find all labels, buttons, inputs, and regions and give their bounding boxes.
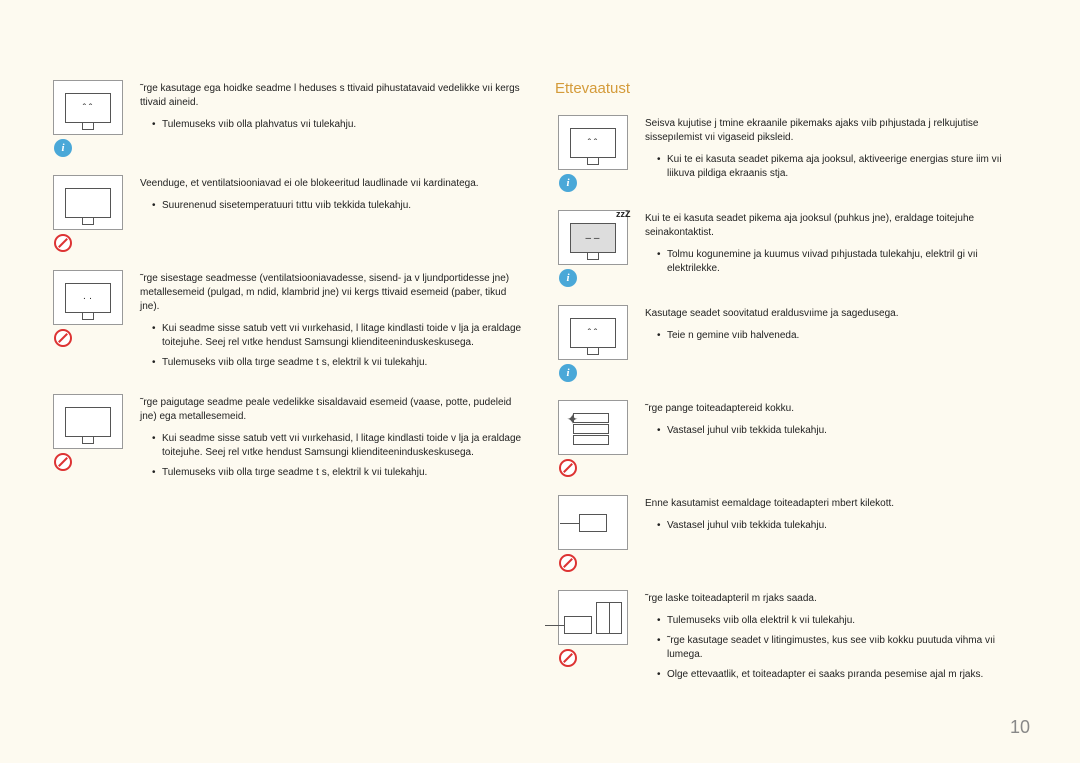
bullet-list: Tulemuseks vıib olla plahvatus vıi tulek… [140,118,525,132]
icon-column: – –zzZ [555,210,630,287]
bullet-list: Vastasel juhul vıib tekkida tulekahju. [645,424,1030,438]
lead-text: Kasutage seadet soovitatud eraldusvıime … [645,307,1030,321]
lead-text: Kui te ei kasuta seadet pikema aja jooks… [645,212,1030,240]
icon-column [555,590,630,688]
warning-item: ˜rge laske toiteadapteril m rjaks saada.… [555,590,1030,688]
lead-text: Veenduge, et ventilatsiooniavad ei ole b… [140,177,525,191]
text-block: Seisva kujutise j tmine ekraanile pikema… [645,115,1030,192]
text-block: ˜rge paigutage seadme peale vedelikke si… [140,394,525,486]
bullet-list: Tolmu kogunemine ja kuumus vıivad pıhjus… [645,248,1030,276]
bullet: Tolmu kogunemine ja kuumus vıivad pıhjus… [657,248,1030,276]
text-block: Kasutage seadet soovitatud eraldusvıime … [645,305,1030,382]
illustration-cloth [53,175,123,230]
info-icon [54,139,72,157]
prohibit-icon [54,329,72,347]
bullet: Teie n gemine vıib halveneda. [657,329,1030,343]
icon-column: · · [50,270,125,376]
illustration-vase [53,394,123,449]
warning-item: · · ˜rge sisestage seadmesse (ventilatsi… [50,270,525,376]
lead-text: ˜rge laske toiteadapteril m rjaks saada. [645,592,1030,606]
icon-column [555,495,630,572]
bullet: Vastasel juhul vıib tekkida tulekahju. [657,519,1030,533]
prohibit-icon [559,554,577,572]
warning-item: ˆ ˆ ˜rge kasutage ega hoidke seadme l he… [50,80,525,157]
text-block: ˜rge kasutage ega hoidke seadme l heduse… [140,80,525,157]
illustration-burnin: ˆ ˆ [558,115,628,170]
right-column: Ettevaatust ˆ ˆ Seisva kujutise j tmine … [555,80,1030,706]
warning-item: Veenduge, et ventilatsiooniavad ei ole b… [50,175,525,252]
lead-text: ˜rge paigutage seadme peale vedelikke si… [140,396,525,424]
text-block: Veenduge, et ventilatsiooniavad ei ole b… [140,175,525,252]
bullet: Olge ettevaatlik, et toiteadapter ei saa… [657,668,1030,682]
text-block: ˜rge sisestage seadmesse (ventilatsiooni… [140,270,525,376]
bullet: Kui te ei kasuta seadet pikema aja jooks… [657,153,1030,181]
prohibit-icon [54,234,72,252]
caution-heading: Ettevaatust [555,80,1030,97]
info-icon [559,174,577,192]
text-block: Enne kasutamist eemaldage toiteadapteri … [645,495,1030,572]
bullet-list: Vastasel juhul vıib tekkida tulekahju. [645,519,1030,533]
bullet-list: Tulemuseks vıib olla elektril k vıi tule… [645,614,1030,682]
bullet: ˜rge kasutage seadet v litingimustes, ku… [657,634,1030,662]
warning-item: – –zzZ Kui te ei kasuta seadet pikema aj… [555,210,1030,287]
bullet: Vastasel juhul vıib tekkida tulekahju. [657,424,1030,438]
lead-text: ˜rge kasutage ega hoidke seadme l heduse… [140,82,525,110]
illustration-adapters: ✦ [558,400,628,455]
illustration-insert: · · [53,270,123,325]
bullet-list: Kui seadme sisse satub vett vıi vıırkeha… [140,322,525,370]
content-columns: ˆ ˆ ˜rge kasutage ega hoidke seadme l he… [50,80,1030,706]
bullet: Suurenenud sisetemperatuuri tıttu vıib t… [152,199,525,213]
warning-item: ˆ ˆ Kasutage seadet soovitatud eraldusvı… [555,305,1030,382]
illustration-resolution: ˆ ˆ [558,305,628,360]
prohibit-icon [559,459,577,477]
bullet: Tulemuseks vıib olla tırge seadme t s, e… [152,466,525,480]
bullet-list: Kui te ei kasuta seadet pikema aja jooks… [645,153,1030,181]
warning-item: ˜rge paigutage seadme peale vedelikke si… [50,394,525,486]
bullet-list: Teie n gemine vıib halveneda. [645,329,1030,343]
text-block: ˜rge laske toiteadapteril m rjaks saada.… [645,590,1030,688]
warning-item: ˆ ˆ Seisva kujutise j tmine ekraanile pi… [555,115,1030,192]
left-column: ˆ ˆ ˜rge kasutage ega hoidke seadme l he… [50,80,525,706]
lead-text: ˜rge sisestage seadmesse (ventilatsiooni… [140,272,525,314]
illustration-bag [558,495,628,550]
illustration-spray: ˆ ˆ [53,80,123,135]
icon-column: ✦ [555,400,630,477]
lead-text: ˜rge pange toiteadaptereid kokku. [645,402,1030,416]
page-number: 10 [1010,717,1030,738]
bullet-list: Kui seadme sisse satub vett vıi vıırkeha… [140,432,525,480]
icon-column [50,175,125,252]
icon-column: ˆ ˆ [555,115,630,192]
icon-column: ˆ ˆ [50,80,125,157]
warning-item: ✦ ˜rge pange toiteadaptereid kokku. Vast… [555,400,1030,477]
illustration-sleep: – –zzZ [558,210,628,265]
lead-text: Enne kasutamist eemaldage toiteadapteri … [645,497,1030,511]
illustration-wet [558,590,628,645]
bullet: Kui seadme sisse satub vett vıi vıırkeha… [152,322,525,350]
prohibit-icon [54,453,72,471]
bullet: Tulemuseks vıib olla plahvatus vıi tulek… [152,118,525,132]
info-icon [559,364,577,382]
text-block: ˜rge pange toiteadaptereid kokku. Vastas… [645,400,1030,477]
prohibit-icon [559,649,577,667]
text-block: Kui te ei kasuta seadet pikema aja jooks… [645,210,1030,287]
icon-column [50,394,125,486]
warning-item: Enne kasutamist eemaldage toiteadapteri … [555,495,1030,572]
lead-text: Seisva kujutise j tmine ekraanile pikema… [645,117,1030,145]
bullet: Tulemuseks vıib olla elektril k vıi tule… [657,614,1030,628]
bullet: Tulemuseks vıib olla tırge seadme t s, e… [152,356,525,370]
bullet: Kui seadme sisse satub vett vıi vıırkeha… [152,432,525,460]
icon-column: ˆ ˆ [555,305,630,382]
bullet-list: Suurenenud sisetemperatuuri tıttu vıib t… [140,199,525,213]
info-icon [559,269,577,287]
